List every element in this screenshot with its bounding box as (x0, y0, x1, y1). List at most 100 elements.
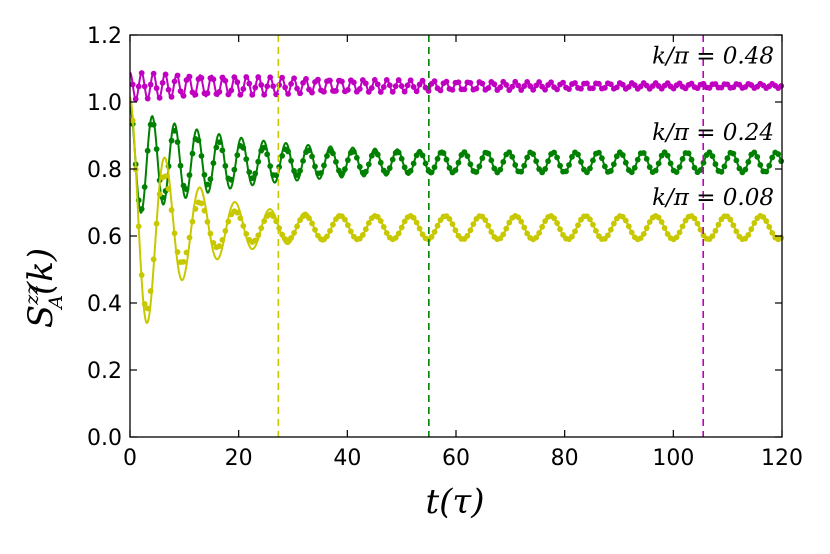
ticks-layer: 0 20 40 60 80 100 120 0.0 0.2 0.4 0.6 0.8 1.0 1.2 (87, 24, 803, 471)
data-point (144, 147, 151, 154)
data-point (706, 149, 713, 156)
data-point (712, 227, 719, 234)
data-point (461, 86, 468, 93)
series-layer (129, 70, 785, 325)
data-point (401, 164, 408, 171)
y-tick-label: 0.8 (87, 158, 122, 183)
data-point (655, 160, 662, 167)
annotation-layer: k/π = 0.48 k/π = 0.24 k/π = 0.08 (652, 43, 774, 211)
data-point (327, 228, 333, 234)
data-point (506, 219, 513, 226)
data-point (362, 226, 369, 233)
data-point (473, 85, 480, 92)
data-point (153, 146, 160, 153)
data-point (177, 162, 184, 169)
data-point (449, 221, 456, 228)
data-point (598, 155, 605, 162)
series-markers (129, 70, 785, 102)
x-tick-label: 20 (225, 446, 253, 471)
data-point (141, 184, 148, 190)
data-point (153, 85, 160, 92)
data-point (688, 156, 695, 163)
data-point (521, 162, 528, 169)
data-point (479, 80, 486, 87)
data-point (374, 151, 381, 158)
data-point (754, 153, 761, 160)
data-point (610, 220, 617, 227)
data-point (168, 137, 175, 144)
data-point (171, 230, 178, 237)
data-point (371, 77, 378, 83)
data-point (560, 79, 566, 86)
data-point (276, 225, 283, 232)
data-point (297, 90, 303, 97)
data-point (479, 155, 486, 162)
data-point (144, 305, 151, 312)
data-point (380, 224, 387, 230)
data-point (700, 159, 707, 166)
data-point (694, 220, 701, 227)
data-point (341, 166, 348, 173)
data-point (410, 84, 417, 90)
data-point (542, 86, 549, 93)
data-point (324, 233, 330, 240)
series-markers (129, 121, 785, 212)
data-point (766, 224, 773, 230)
data-point (222, 77, 229, 84)
data-point (646, 164, 653, 171)
data-point (249, 91, 256, 98)
data-point (718, 168, 725, 175)
data-point (572, 80, 578, 86)
data-point (165, 185, 172, 192)
data-point (676, 229, 683, 236)
data-point (386, 82, 393, 89)
data-point (569, 153, 575, 160)
data-point (610, 161, 617, 168)
data-point (575, 151, 581, 158)
data-point (135, 83, 142, 90)
data-point (676, 164, 683, 171)
data-point (150, 121, 157, 128)
data-point (596, 149, 602, 156)
data-point (368, 152, 375, 159)
data-point (410, 160, 417, 167)
data-point (279, 231, 286, 238)
data-point (356, 86, 363, 92)
data-point (485, 222, 492, 229)
data-point (258, 82, 265, 88)
data-point (521, 224, 528, 231)
data-point (652, 167, 659, 174)
data-point (440, 150, 447, 156)
data-point (171, 78, 178, 85)
data-point (622, 217, 629, 224)
data-point (736, 165, 743, 172)
data-point (201, 207, 208, 214)
data-point (485, 150, 492, 157)
series-label: k/π = 0.48 (652, 43, 774, 69)
data-point (542, 166, 549, 172)
y-label-arg: (k) (21, 248, 61, 295)
data-point (365, 161, 372, 168)
data-point (383, 169, 390, 176)
data-point (590, 157, 596, 164)
data-point (267, 163, 274, 170)
data-point (321, 162, 327, 169)
data-point (434, 155, 441, 162)
data-point (575, 222, 581, 229)
y-tick-label: 0.2 (87, 359, 122, 384)
data-point (646, 219, 653, 225)
data-point (186, 234, 193, 241)
data-point (377, 218, 384, 224)
data-point (769, 154, 776, 161)
data-point (443, 78, 450, 85)
data-point (231, 74, 238, 81)
y-tick-label: 0.6 (87, 225, 122, 250)
data-point (252, 170, 259, 177)
data-point (401, 88, 408, 95)
data-point (584, 80, 590, 87)
data-point (554, 220, 560, 226)
data-point (446, 164, 453, 171)
data-point (243, 156, 250, 163)
data-point (470, 221, 477, 228)
data-point (536, 79, 543, 85)
